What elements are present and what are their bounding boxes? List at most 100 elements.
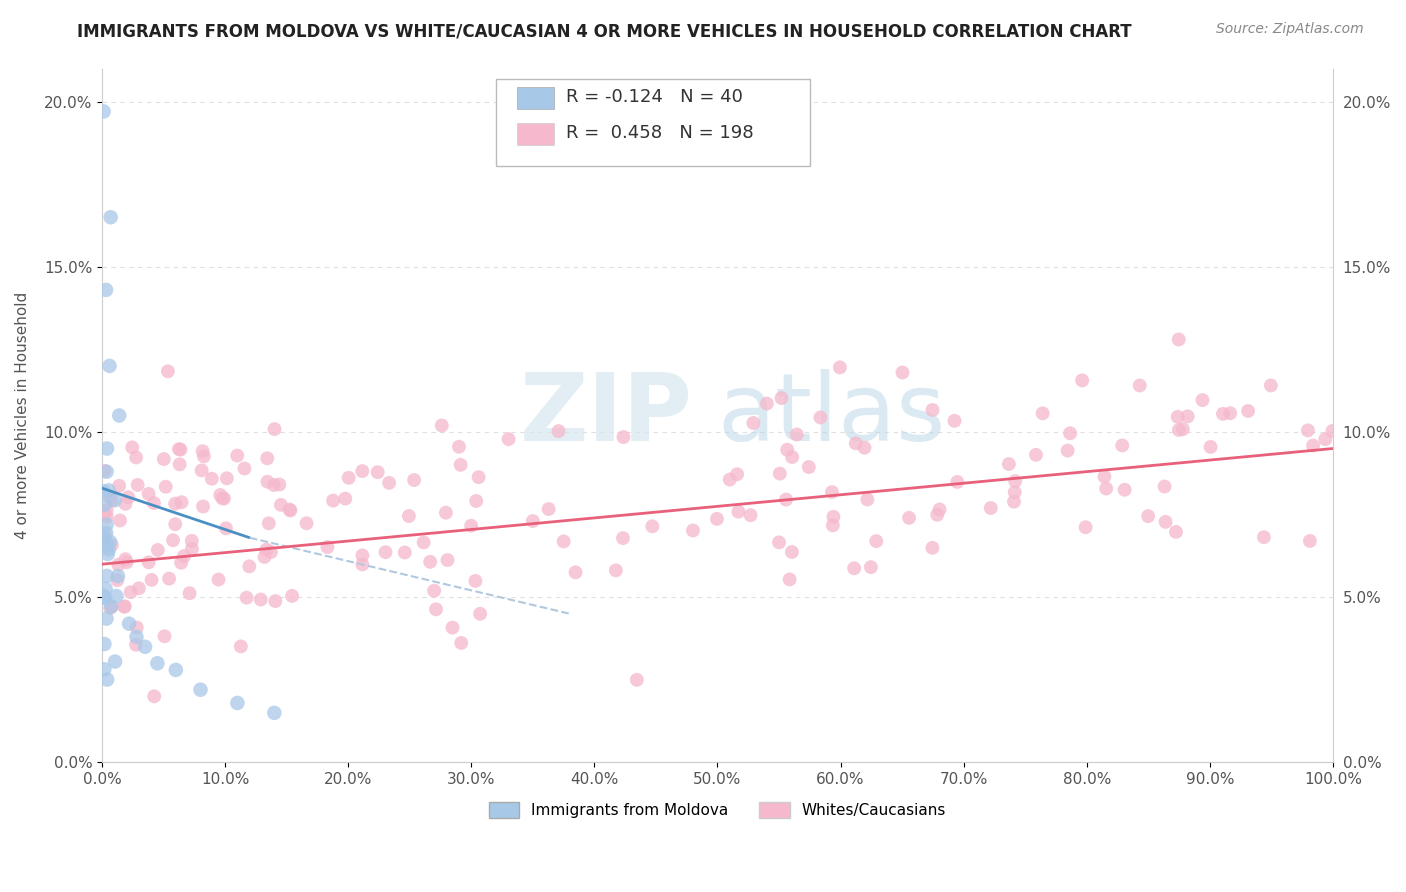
Point <box>263 478 285 492</box>
Point <box>165 497 187 511</box>
Point <box>215 521 238 535</box>
Point <box>260 545 283 559</box>
Point <box>235 591 257 605</box>
Point <box>98 601 121 615</box>
Point <box>434 506 457 520</box>
Point <box>270 498 292 512</box>
Point <box>191 444 214 458</box>
Point <box>207 573 229 587</box>
Y-axis label: 4 or more Vehicles in Household: 4 or more Vehicles in Household <box>15 292 30 539</box>
Point <box>142 496 165 510</box>
Point <box>1177 409 1199 424</box>
Point <box>93 526 115 541</box>
Point <box>253 549 276 564</box>
Point <box>1004 485 1026 500</box>
Point <box>98 359 121 373</box>
Bar <box>517 122 554 145</box>
Point <box>101 599 124 614</box>
Point <box>263 706 285 720</box>
Point <box>450 458 472 472</box>
Point <box>891 366 914 380</box>
Point <box>1025 448 1047 462</box>
Point <box>378 475 401 490</box>
Point <box>1299 533 1322 548</box>
Point <box>821 518 844 533</box>
Point <box>605 563 627 577</box>
Text: IMMIGRANTS FROM MOLDOVA VS WHITE/CAUCASIAN 4 OR MORE VEHICLES IN HOUSEHOLD CORRE: IMMIGRANTS FROM MOLDOVA VS WHITE/CAUCASI… <box>77 22 1132 40</box>
Point <box>755 396 778 410</box>
Point <box>780 450 803 464</box>
Point <box>105 589 128 603</box>
Point <box>522 514 544 528</box>
Point <box>460 518 482 533</box>
Point <box>264 594 287 608</box>
Point <box>1260 378 1282 392</box>
Point <box>180 533 202 548</box>
Point <box>1137 509 1160 524</box>
Point <box>706 512 728 526</box>
Text: R = -0.124   N = 40: R = -0.124 N = 40 <box>567 88 742 106</box>
Point <box>1114 483 1136 497</box>
Point <box>316 540 339 554</box>
Point <box>278 502 301 516</box>
Point <box>1167 409 1189 424</box>
Point <box>1296 423 1319 437</box>
Point <box>742 416 765 430</box>
Point <box>464 574 486 588</box>
Point <box>125 450 148 465</box>
Point <box>1253 530 1275 544</box>
Point <box>114 599 136 614</box>
Text: ZIP: ZIP <box>520 369 693 461</box>
Point <box>1302 439 1324 453</box>
Point <box>278 503 301 517</box>
Point <box>138 487 160 501</box>
Point <box>547 424 569 438</box>
Point <box>162 533 184 548</box>
Point <box>352 558 374 572</box>
Point <box>256 451 278 466</box>
Point <box>155 480 177 494</box>
Point <box>179 586 201 600</box>
Point <box>105 573 128 587</box>
Point <box>553 534 575 549</box>
Point <box>93 464 115 478</box>
Point <box>96 534 118 549</box>
Point <box>93 530 115 544</box>
Point <box>335 491 357 506</box>
Point <box>797 460 820 475</box>
Point <box>93 588 115 602</box>
Point <box>94 507 117 521</box>
Point <box>153 452 176 467</box>
Point <box>125 620 148 634</box>
Point <box>1059 426 1081 441</box>
Point <box>1171 422 1194 436</box>
Point <box>93 662 115 676</box>
Point <box>398 508 420 523</box>
Point <box>775 492 797 507</box>
Point <box>823 509 845 524</box>
Point <box>1004 474 1026 488</box>
Point <box>641 519 664 533</box>
Point <box>96 525 118 540</box>
Point <box>93 104 115 119</box>
Point <box>1168 423 1191 437</box>
Point <box>770 391 793 405</box>
Point <box>108 514 131 528</box>
Point <box>859 560 882 574</box>
Point <box>211 491 233 506</box>
Point <box>352 549 374 563</box>
Point <box>201 472 224 486</box>
Point <box>94 498 117 512</box>
Point <box>108 409 131 423</box>
Point <box>165 663 187 677</box>
Point <box>121 441 143 455</box>
Point <box>1219 406 1241 420</box>
Point <box>780 545 803 559</box>
Point <box>725 467 748 482</box>
Point <box>394 545 416 559</box>
Point <box>96 569 118 583</box>
Point <box>828 360 851 375</box>
Point <box>107 558 129 572</box>
Point <box>93 484 115 499</box>
Point <box>998 457 1021 471</box>
